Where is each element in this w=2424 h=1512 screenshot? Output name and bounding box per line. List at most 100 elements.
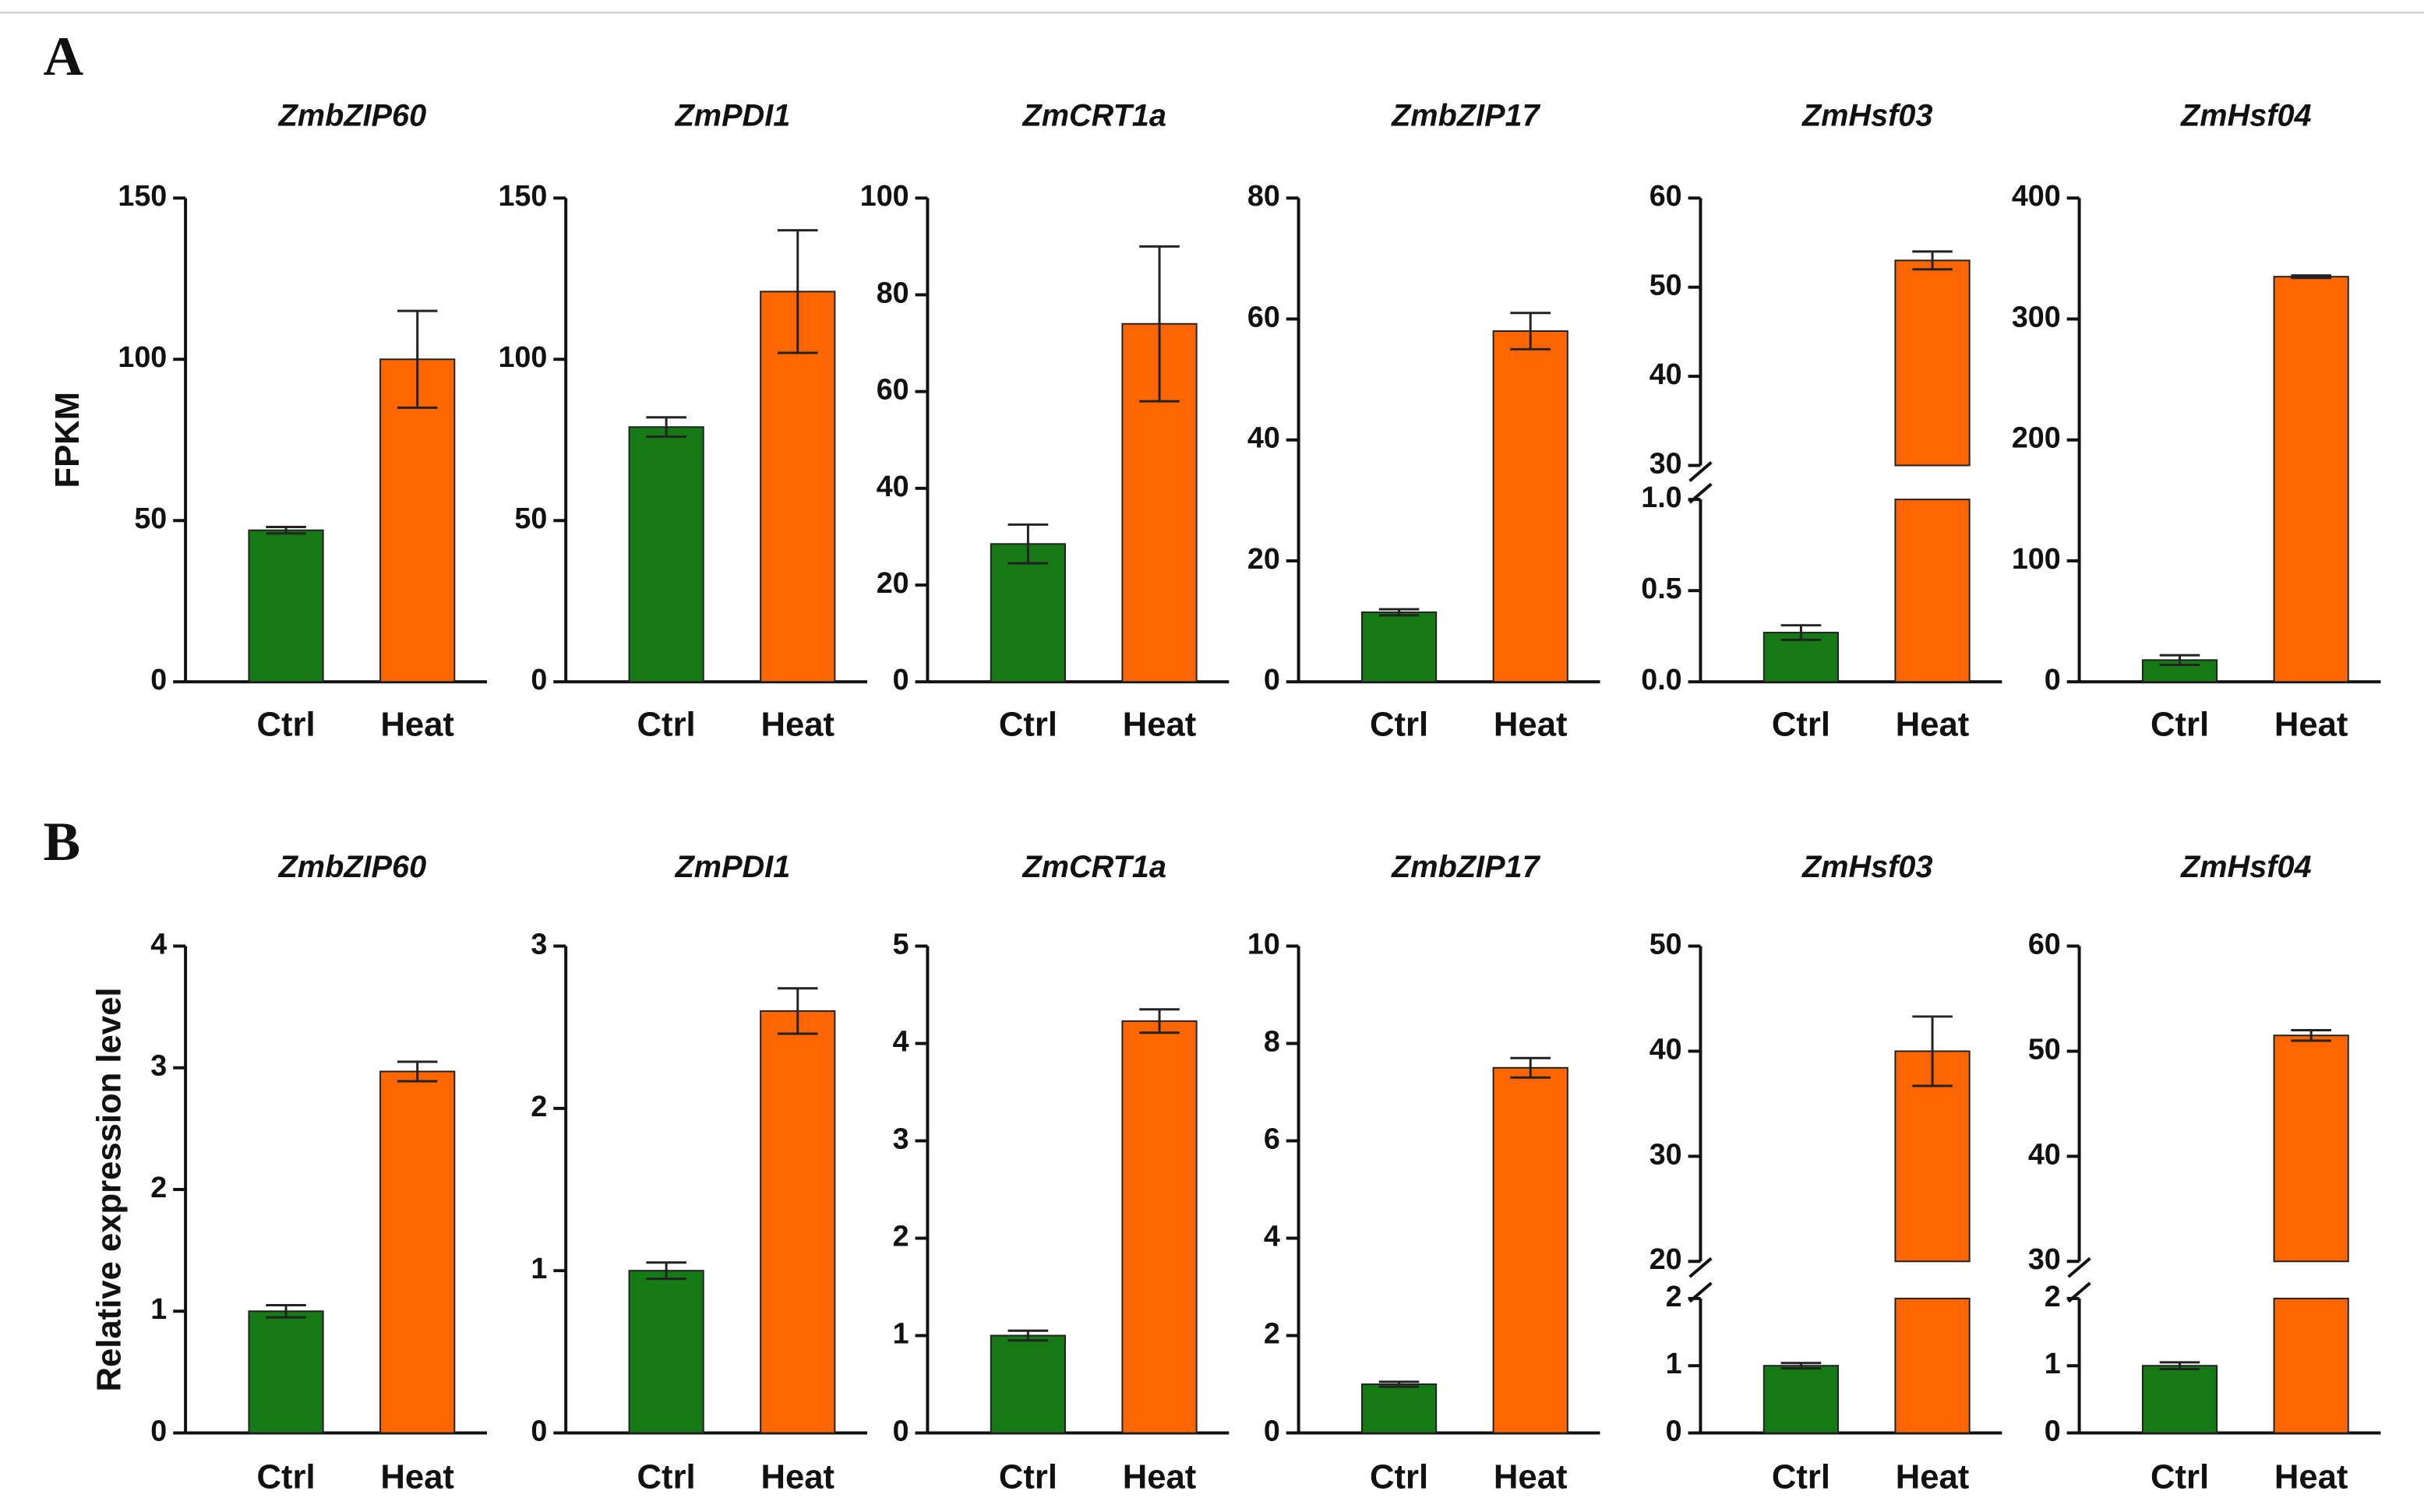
bar xyxy=(2273,1034,2349,1263)
bar xyxy=(1894,1297,1971,1434)
x-tick-label: Ctrl xyxy=(1772,1458,1830,1496)
y-tick-label: 60 xyxy=(877,373,909,406)
y-axis-label: Relative expression level xyxy=(90,988,128,1392)
y-tick-label: 40 xyxy=(2028,1137,2061,1170)
chart-title: ZmbZIP17 xyxy=(1391,850,1541,884)
y-tick-label: 40 xyxy=(1650,358,1682,390)
y-tick-label: 5 xyxy=(893,927,909,960)
y-tick-label: 2 xyxy=(1264,1316,1280,1349)
chart-title: ZmHsf04 xyxy=(2180,99,2312,133)
y-tick-label: 40 xyxy=(1650,1032,1682,1065)
x-tick-label: Ctrl xyxy=(2151,705,2209,743)
chart-title: ZmHsf04 xyxy=(2180,850,2312,884)
y-tick-label: 50 xyxy=(2028,1032,2061,1065)
bar xyxy=(1762,1365,1840,1434)
x-tick-label: Ctrl xyxy=(1370,1458,1428,1496)
y-tick-label: 3 xyxy=(531,927,547,960)
y-tick-label: 150 xyxy=(118,179,167,212)
y-tick-label: 100 xyxy=(2012,542,2061,575)
y-tick-label: 50 xyxy=(134,502,167,534)
y-tick-label: 30 xyxy=(1650,446,1682,479)
y-tick-label: 20 xyxy=(1247,542,1280,575)
y-tick-label: 60 xyxy=(2028,927,2061,960)
x-tick-label: Ctrl xyxy=(999,1458,1057,1496)
axis-break xyxy=(1688,461,1713,482)
bar xyxy=(628,426,704,683)
x-tick-label: Ctrl xyxy=(999,705,1057,743)
y-tick-label: 0 xyxy=(150,663,167,696)
x-tick-label: Heat xyxy=(1896,705,1970,743)
chart-title: ZmCRT1a xyxy=(1021,99,1166,133)
y-tick-label: 60 xyxy=(1650,179,1682,212)
x-tick-label: Heat xyxy=(1494,1458,1568,1496)
bar xyxy=(990,543,1067,683)
x-tick-label: Heat xyxy=(2274,705,2348,743)
bar xyxy=(1121,1020,1198,1434)
axis-break xyxy=(2067,1281,2091,1303)
y-tick-label: 2 xyxy=(893,1219,909,1252)
y-tick-label: 0 xyxy=(893,1414,909,1447)
y-tick-label: 0 xyxy=(531,663,547,696)
y-tick-label: 0 xyxy=(1264,1414,1280,1447)
y-tick-label: 0 xyxy=(2045,1414,2061,1447)
y-tick-label: 0 xyxy=(893,663,909,696)
y-tick-label: 4 xyxy=(893,1024,909,1057)
y-tick-label: 30 xyxy=(2028,1242,2061,1275)
bar xyxy=(1360,611,1438,683)
y-tick-label: 0 xyxy=(1264,663,1280,696)
chart-title: ZmPDI1 xyxy=(675,850,791,884)
bar xyxy=(628,1270,704,1434)
x-tick-label: Heat xyxy=(1123,705,1197,743)
axis-break xyxy=(1688,1281,1713,1303)
x-tick-label: Heat xyxy=(760,705,834,743)
x-tick-label: Ctrl xyxy=(1370,705,1428,743)
bar xyxy=(1894,259,1971,467)
bar xyxy=(2141,1365,2218,1434)
bar xyxy=(990,1334,1067,1434)
y-tick-label: 20 xyxy=(877,566,909,599)
x-tick-label: Heat xyxy=(1494,705,1568,743)
x-tick-label: Ctrl xyxy=(637,1458,696,1496)
y-tick-label: 2 xyxy=(2045,1280,2061,1313)
chart-title: ZmbZIP60 xyxy=(278,850,427,884)
x-tick-label: Heat xyxy=(1896,1458,1970,1496)
y-tick-label: 1 xyxy=(531,1252,547,1285)
chart-title: ZmbZIP60 xyxy=(278,99,427,133)
x-tick-label: Ctrl xyxy=(637,705,696,743)
bar xyxy=(1360,1383,1438,1434)
y-tick-label: 80 xyxy=(877,276,909,308)
x-tick-label: Heat xyxy=(760,1458,834,1496)
y-tick-label: 8 xyxy=(1264,1024,1280,1057)
y-tick-label: 80 xyxy=(1247,179,1280,212)
y-tick-label: 2 xyxy=(150,1171,167,1204)
y-tick-label: 400 xyxy=(2012,179,2061,212)
y-tick-label: 100 xyxy=(118,340,167,373)
bar xyxy=(760,1010,836,1434)
y-tick-label: 40 xyxy=(877,470,909,502)
x-tick-label: Ctrl xyxy=(2151,1458,2209,1496)
axis-break xyxy=(1688,482,1713,504)
x-tick-label: Heat xyxy=(380,705,454,743)
y-tick-label: 3 xyxy=(150,1049,167,1082)
y-tick-label: 40 xyxy=(1247,421,1280,454)
x-tick-label: Ctrl xyxy=(256,1458,315,1496)
panel-label: A xyxy=(44,26,84,87)
y-tick-label: 0 xyxy=(150,1414,167,1447)
y-tick-label: 200 xyxy=(2012,421,2061,454)
x-tick-label: Heat xyxy=(1123,1458,1197,1496)
bar xyxy=(1894,499,1971,683)
x-tick-label: Heat xyxy=(380,1458,454,1496)
chart-title: ZmCRT1a xyxy=(1021,850,1166,884)
y-tick-label: 50 xyxy=(514,502,547,534)
y-tick-label: 50 xyxy=(1650,269,1682,301)
bar xyxy=(248,1310,324,1434)
y-tick-label: 6 xyxy=(1264,1122,1280,1154)
y-tick-label: 60 xyxy=(1247,300,1280,333)
y-tick-label: 4 xyxy=(150,927,167,960)
panel-label: B xyxy=(44,811,81,872)
y-tick-label: 100 xyxy=(498,340,547,373)
y-tick-label: 50 xyxy=(1650,927,1682,960)
y-tick-label: 20 xyxy=(1650,1242,1682,1275)
